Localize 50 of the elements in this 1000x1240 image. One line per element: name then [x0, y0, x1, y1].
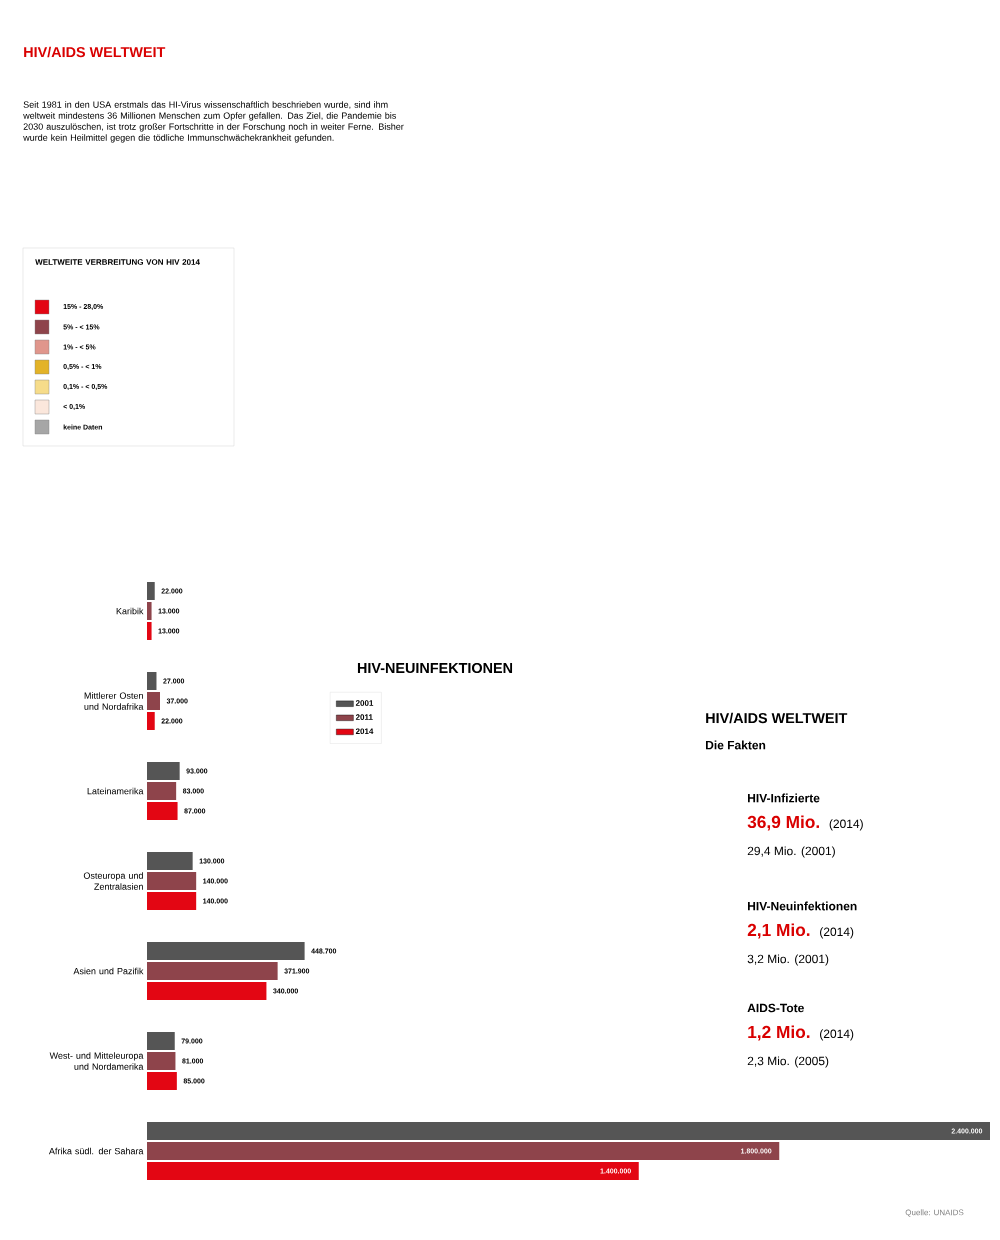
annotation: (2014) — [820, 1029, 854, 1041]
bar — [147, 621, 152, 640]
y-tick-label: Asien und Pazifik — [73, 967, 144, 975]
annotation: 29,4 Mio. (2001) — [747, 846, 835, 858]
bar — [147, 602, 152, 621]
bar — [147, 711, 155, 730]
bar — [147, 692, 160, 711]
annotation: AIDS-Tote — [747, 1003, 804, 1013]
annotation: HIV/AIDS WELTWEIT — [706, 712, 848, 724]
bar — [147, 1161, 639, 1180]
y-tick-label: Karibik — [116, 607, 144, 615]
bar — [147, 582, 155, 601]
bar — [147, 872, 197, 890]
annotation: (2014) — [829, 819, 863, 831]
bar — [147, 762, 180, 781]
annotation: 1,2 Mio. — [748, 1025, 810, 1041]
bar — [147, 1032, 175, 1051]
bar — [147, 962, 278, 980]
annotation: Die Fakten — [706, 740, 766, 750]
annotation: 36,9 Mio. — [747, 815, 819, 831]
y-tick-label: Mittlerer Osten und Nordafrika — [84, 692, 144, 710]
y-tick-label: Lateinamerika — [87, 787, 144, 795]
y-tick-label: Osteuropa und Zentralasien — [83, 872, 143, 890]
bar — [147, 801, 178, 820]
y-tick-label: Afrika südl. der Sahara — [48, 1147, 144, 1155]
legend-label: 2014 — [355, 728, 374, 735]
bar — [147, 1142, 780, 1160]
bar — [147, 942, 305, 961]
text: HIV/AIDS WELTWEIT — [24, 46, 166, 58]
bar — [147, 1122, 990, 1141]
annotation: HIV-Infizierte — [748, 793, 820, 803]
bar — [147, 782, 177, 800]
bar — [147, 891, 197, 910]
bar — [147, 852, 193, 871]
annotation: 3,2 Mio. (2001) — [747, 954, 829, 966]
text: HIV-NEUINFEKTIONEN — [357, 662, 513, 674]
source-note: Quelle: UNAIDS — [905, 1209, 964, 1217]
text: WELTWEITE VERBREITUNG VON HIV 2014 — [35, 259, 200, 265]
legend-label: 2011 — [355, 714, 373, 720]
bar — [147, 672, 157, 691]
y-tick-label: West- und Mitteleuropa und Nordamerika — [49, 1052, 144, 1070]
annotation: HIV-Neuinfektionen — [748, 901, 857, 911]
bar — [147, 1052, 176, 1070]
legend-label: 2001 — [355, 700, 374, 706]
bar — [147, 1071, 177, 1090]
annotation: 2,1 Mio. — [747, 923, 810, 939]
annotation: (2014) — [820, 927, 854, 939]
text: Seit 1981 in den USA erstmals das HI-Virus wissenschaftlich beschrieben wurde, sind ihm weltweit mindestens 36 Millionen Menschen zum Opfer gefallen. Das Ziel, die Pandemie bis 2030 auszulöschen, ist trotz großer Fortschritte in der Forschung noch in weiter Ferne. Bisher wurde kein Heilmittel gegen die tödliche Immunschwächekrankheit gefunden. — [23, 101, 404, 143]
bar — [147, 981, 267, 1000]
annotation: 2,3 Mio. (2005) — [747, 1056, 829, 1068]
